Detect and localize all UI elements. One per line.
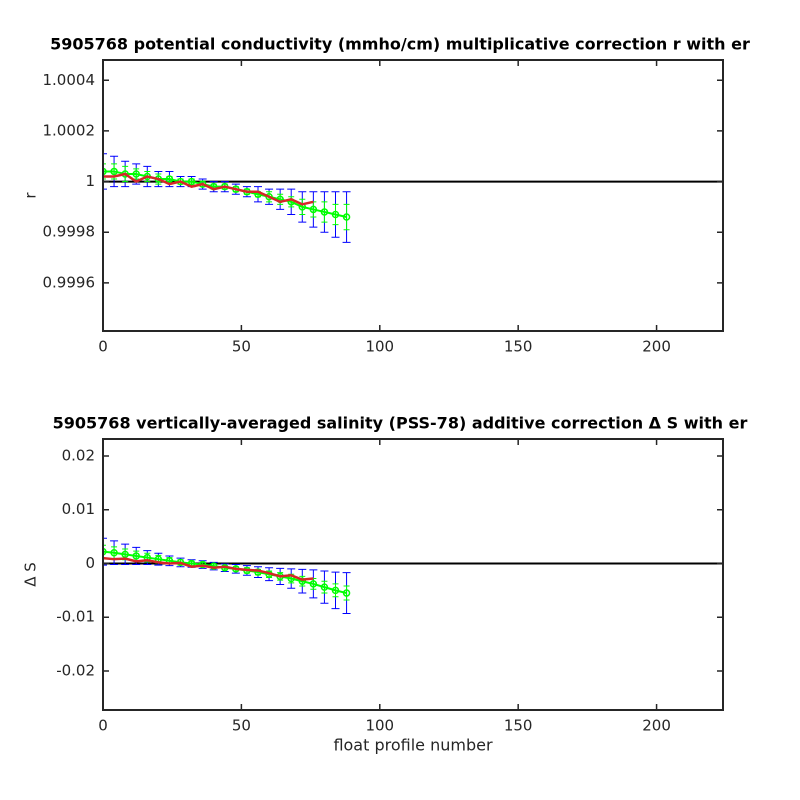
x-tick-label: 0: [98, 338, 108, 356]
plot-area: [103, 537, 723, 614]
x-axis-label: float profile number: [333, 736, 493, 755]
x-tick-label: 100: [365, 717, 394, 735]
marker: [320, 583, 329, 591]
y-tick-label: 0.01: [62, 500, 95, 518]
marker: [110, 167, 118, 176]
marker: [198, 560, 207, 569]
y-tick-label: 0.9996: [43, 273, 96, 291]
x-tick-label: 50: [232, 338, 251, 356]
marker: [187, 177, 196, 186]
marker: [309, 205, 318, 214]
x-tick-label: 50: [232, 717, 251, 735]
y-axis-label: Δ S: [22, 562, 40, 587]
y-tick-label: 1.0004: [43, 71, 96, 89]
plot-area: [103, 153, 723, 243]
marker: [342, 589, 351, 597]
chart-title: 5905768 vertically-averaged salinity (PS…: [53, 414, 748, 433]
error-bar: [103, 537, 107, 566]
correction-line: [103, 172, 314, 206]
x-tick-label: 150: [504, 338, 533, 356]
marker: [132, 170, 140, 178]
x-tick-label: 150: [504, 717, 533, 735]
y-tick-label: -0.02: [56, 661, 95, 679]
y-tick-label: 1.0002: [43, 121, 96, 139]
y-axis-label: r: [22, 192, 40, 199]
x-tick-label: 0: [98, 717, 108, 735]
series-line: [103, 550, 347, 595]
marker: [110, 548, 118, 557]
axes-box: [102, 438, 724, 711]
y-tick-label: -0.01: [56, 608, 95, 626]
correction-line: [103, 556, 314, 581]
marker: [309, 580, 318, 588]
error-bar: [103, 163, 106, 180]
x-tick-label: 200: [642, 717, 671, 735]
y-tick-label: 0: [85, 554, 95, 572]
marker: [298, 577, 307, 585]
marker: [121, 550, 129, 559]
x-tick-label: 200: [642, 338, 671, 356]
y-tick-label: 0.9998: [43, 223, 96, 241]
marker: [342, 213, 351, 221]
marker: [103, 167, 107, 176]
marker: [320, 208, 329, 216]
error-bar: [103, 153, 107, 190]
axes-box: [102, 59, 724, 332]
chart-title: 5905768 potential conductivity (mmho/cm)…: [50, 35, 750, 54]
marker: [132, 552, 140, 560]
marker: [331, 210, 340, 219]
y-tick-label: 1: [85, 172, 95, 190]
marker: [331, 586, 340, 595]
marker: [165, 175, 174, 183]
x-tick-label: 100: [365, 338, 394, 356]
y-tick-label: 0.02: [62, 446, 95, 464]
marker: [103, 547, 107, 556]
